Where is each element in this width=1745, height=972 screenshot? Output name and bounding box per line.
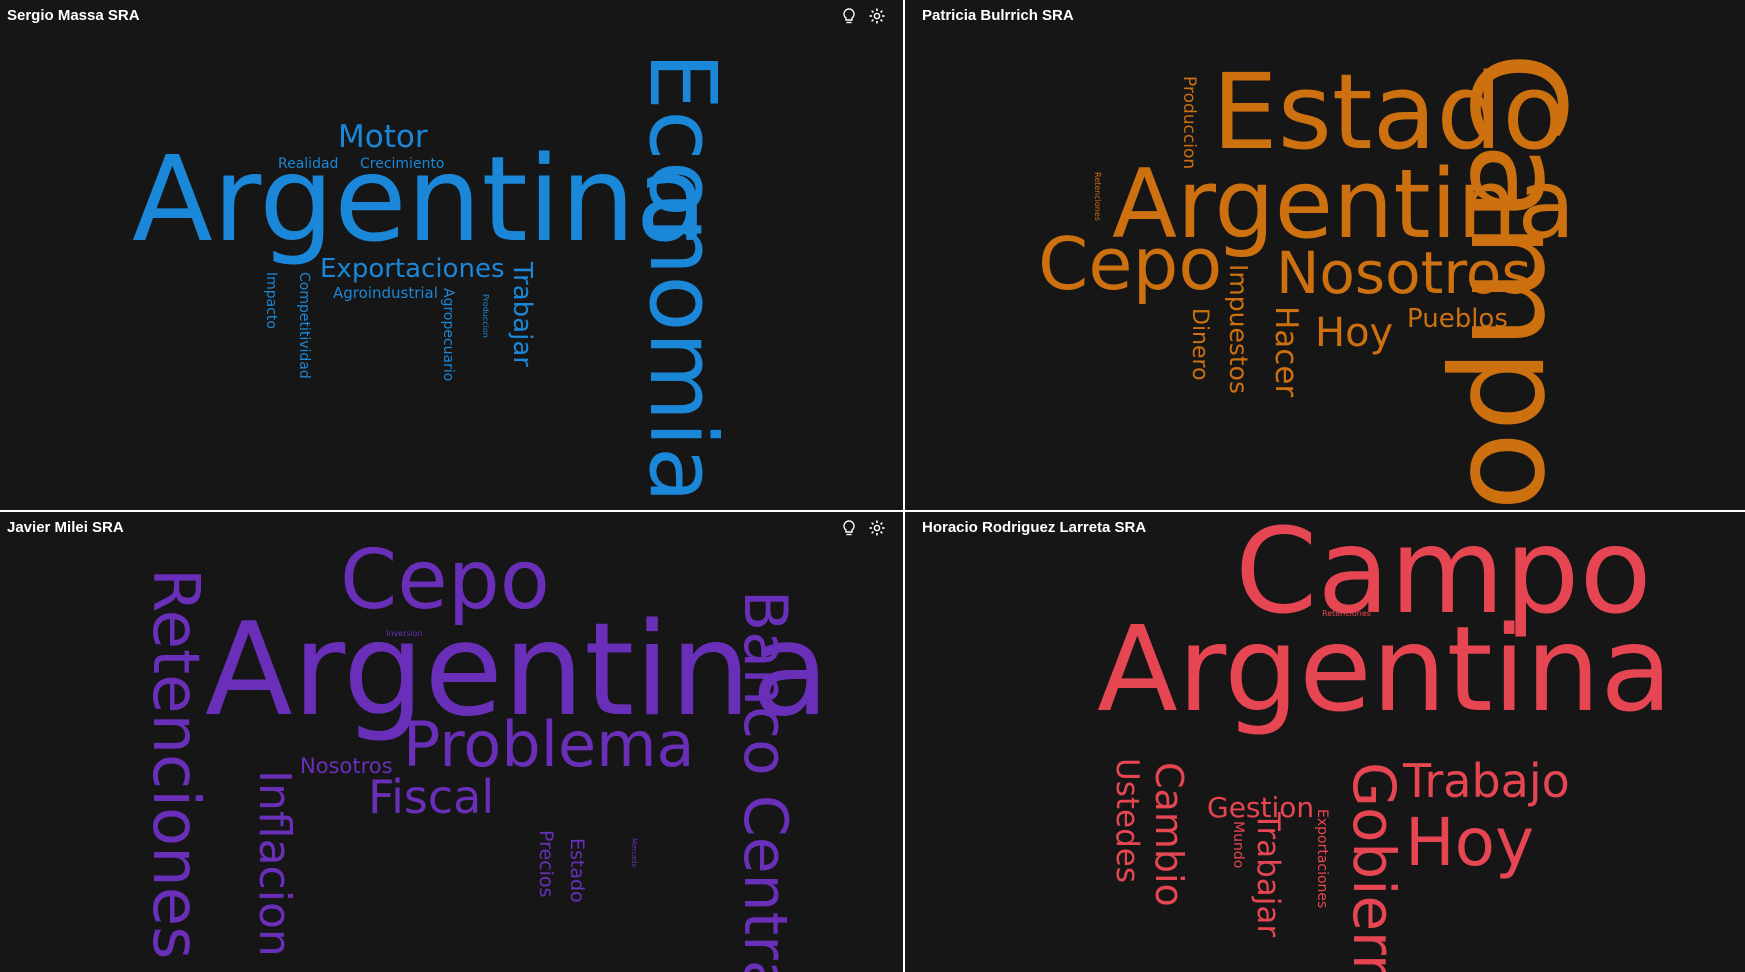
word-cepo: Cepo (1038, 222, 1223, 306)
word-problema: Problema (403, 708, 695, 781)
word-exportaciones: Exportaciones (320, 254, 505, 284)
word-exportaciones: Exportaciones (1314, 809, 1330, 909)
lightbulb-icon[interactable] (840, 7, 858, 25)
panel-toolbar (840, 519, 886, 537)
settings-icon[interactable] (868, 7, 886, 25)
word-estado: Estado (1212, 51, 1567, 173)
settings-icon[interactable] (868, 519, 886, 537)
word-nosotros: Nosotros (1276, 239, 1532, 307)
panel-title: Javier Milei SRA (7, 519, 124, 536)
panel-patricia-bulrrich: Patricia Bulrrich SRA Estado Campo Argen… (905, 0, 1745, 510)
word-argentina: Argentina (132, 130, 708, 268)
word-mundo: Mundo (1230, 821, 1246, 869)
word-argentina: Argentina (205, 596, 830, 745)
word-pueblos: Pueblos (1407, 304, 1508, 334)
word-trabajar: Trabajar (1250, 812, 1286, 938)
word-argentina: Argentina (1112, 150, 1576, 260)
word-impuestos: Impuestos (1224, 264, 1253, 394)
word-agropecuario: Agropecuario (440, 288, 456, 382)
word-hacer: Hacer (1268, 306, 1304, 398)
word-mercado: Mercado (630, 838, 638, 868)
word-banco-central: Banco Central (730, 590, 800, 972)
word-trabajar: Trabajar (507, 262, 537, 367)
word-inflacion: Inflacion (249, 770, 300, 957)
word-economia: Economia (629, 52, 736, 504)
word-produccion: Produccion (481, 294, 490, 338)
panel-sergio-massa: Sergio Massa SRA Economia Argentina Moto… (0, 0, 903, 510)
word-argentina: Argentina (1097, 600, 1673, 738)
word-inversion: Inversion (386, 629, 423, 638)
panel-title: Sergio Massa SRA (7, 7, 140, 24)
word-ustedes: Ustedes (1109, 758, 1145, 883)
word-precios: Precios (535, 830, 557, 898)
word-retenciones: Retenciones (138, 568, 212, 960)
word-fiscal: Fiscal (368, 770, 495, 824)
word-trabajo: Trabajo (1403, 754, 1570, 808)
word-gestion: Gestion (1207, 791, 1315, 824)
word-realidad: Realidad (278, 156, 339, 172)
word-campo: Campo (1235, 512, 1652, 640)
word-retenciones: Retenciones (1322, 609, 1371, 618)
panel-title: Patricia Bulrrich SRA (922, 7, 1074, 24)
word-produccion: Produccion (1179, 76, 1199, 170)
word-cepo: Cepo (340, 533, 550, 628)
word-nosotros: Nosotros (300, 754, 393, 778)
word-dinero: Dinero (1187, 308, 1212, 381)
lightbulb-icon[interactable] (840, 519, 858, 537)
word-competitividad: Competitividad (296, 272, 312, 379)
word-retenciones: Retenciones (1093, 172, 1102, 221)
word-agroindustrial: Agroindustrial (333, 284, 438, 302)
word-gobierno: Gobierno (1340, 762, 1408, 972)
panel-title: Horacio Rodriguez Larreta SRA (922, 519, 1147, 536)
word-motor: Motor (338, 119, 428, 155)
panel-toolbar (840, 7, 886, 25)
word-crecimiento: Crecimiento (360, 156, 445, 172)
panel-javier-milei: Javier Milei SRA Retenciones Cepo Invers… (0, 512, 903, 972)
word-cambio: Cambio (1147, 762, 1191, 907)
word-estado: Estado (566, 838, 588, 903)
word-hoy: Hoy (1405, 804, 1535, 881)
word-impacto: Impacto (263, 272, 279, 329)
panel-horacio-rodriguez-larreta: Horacio Rodriguez Larreta SRA Campo Rete… (905, 512, 1745, 972)
word-hoy: Hoy (1315, 310, 1394, 356)
